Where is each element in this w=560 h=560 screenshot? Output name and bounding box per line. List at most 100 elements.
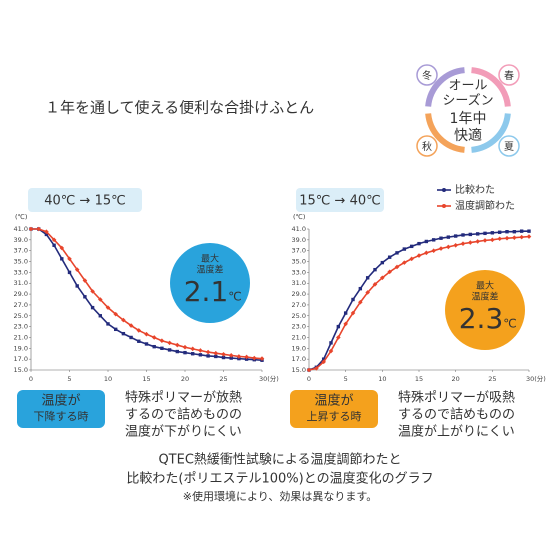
point bbox=[236, 354, 242, 359]
point bbox=[380, 275, 385, 281]
point bbox=[144, 331, 149, 337]
point bbox=[128, 323, 134, 328]
badge-ring bbox=[471, 113, 511, 153]
max-diff-label: 温度差 bbox=[471, 291, 498, 303]
max-diff-label: 温度差 bbox=[196, 264, 223, 276]
point bbox=[343, 311, 348, 315]
season-dot bbox=[416, 135, 438, 157]
x-tick-label: 0 bbox=[307, 375, 311, 383]
point bbox=[113, 311, 118, 317]
point bbox=[350, 310, 356, 316]
point bbox=[160, 346, 164, 351]
point bbox=[439, 236, 443, 240]
y-tick-label: 37.0 bbox=[14, 247, 28, 255]
point bbox=[497, 236, 502, 242]
max-diff-unit: ℃ bbox=[228, 290, 241, 304]
point bbox=[190, 346, 195, 352]
point bbox=[214, 354, 218, 359]
point bbox=[44, 229, 49, 235]
point bbox=[67, 270, 72, 275]
point bbox=[159, 338, 165, 344]
point bbox=[373, 267, 377, 272]
caption-box bbox=[290, 390, 378, 428]
badge-text: オール bbox=[448, 79, 487, 94]
caption-box-text: 上昇する時 bbox=[307, 410, 362, 423]
point bbox=[446, 235, 451, 239]
point bbox=[365, 276, 370, 280]
point bbox=[387, 255, 392, 259]
point bbox=[438, 246, 444, 251]
y-tick-label: 15.0 bbox=[292, 366, 306, 374]
caption-box bbox=[17, 390, 105, 428]
point bbox=[121, 331, 126, 336]
point bbox=[424, 239, 429, 244]
point bbox=[167, 340, 172, 346]
point bbox=[512, 235, 517, 240]
point bbox=[372, 282, 378, 287]
point bbox=[52, 243, 56, 247]
y-tick-label: 19.0 bbox=[292, 344, 306, 352]
point bbox=[259, 356, 265, 361]
point bbox=[460, 241, 466, 246]
point bbox=[182, 344, 188, 350]
y-tick-label: 37.0 bbox=[292, 247, 306, 255]
caption: 特殊ポリマーが吸熱 bbox=[398, 391, 515, 406]
point bbox=[105, 305, 111, 310]
caption-box-text: 下降する時 bbox=[34, 409, 89, 423]
point bbox=[468, 240, 473, 245]
point bbox=[519, 234, 524, 240]
caption: するので詰めものの bbox=[398, 407, 515, 423]
point bbox=[351, 297, 355, 302]
y-tick-label: 25.0 bbox=[292, 312, 306, 320]
caption-box-text: 温度が bbox=[41, 393, 80, 409]
max-diff-value: 2.1 bbox=[184, 275, 229, 308]
point bbox=[358, 286, 363, 291]
point bbox=[129, 335, 133, 340]
point bbox=[82, 278, 88, 283]
max-diff-unit: ℃ bbox=[503, 317, 516, 331]
point bbox=[121, 317, 126, 323]
badge-ring bbox=[425, 113, 465, 153]
point bbox=[67, 256, 72, 262]
point bbox=[328, 348, 334, 354]
point bbox=[59, 245, 65, 251]
season-label: 秋 bbox=[422, 140, 432, 153]
y-tick-label: 35.0 bbox=[292, 258, 306, 266]
point bbox=[152, 344, 156, 349]
x-tick-label: 5 bbox=[344, 375, 348, 383]
point bbox=[244, 354, 249, 360]
badge-ring bbox=[425, 67, 465, 107]
condition: 15℃ → 40℃ bbox=[299, 194, 380, 209]
y-tick-label: 41.0 bbox=[14, 225, 28, 233]
point bbox=[90, 305, 95, 310]
caption: 温度が下がりにくい bbox=[125, 424, 242, 440]
x-tick-label: 30(分) bbox=[259, 374, 279, 383]
y-tick-label: 41.0 bbox=[292, 225, 306, 233]
point bbox=[175, 342, 180, 348]
point bbox=[51, 237, 57, 243]
point bbox=[44, 232, 49, 237]
point bbox=[490, 231, 495, 235]
y-tick-label: 29.0 bbox=[14, 290, 28, 298]
point bbox=[453, 234, 458, 238]
condition-box bbox=[28, 188, 142, 212]
y-tick-label: 15.0 bbox=[14, 366, 28, 374]
point bbox=[453, 242, 458, 248]
point bbox=[482, 238, 488, 243]
point bbox=[490, 237, 495, 243]
y-tick-label: 25.0 bbox=[14, 312, 28, 320]
point bbox=[198, 348, 203, 353]
point bbox=[90, 289, 95, 294]
y-tick-label: 23.0 bbox=[292, 323, 306, 331]
point bbox=[229, 356, 233, 360]
y-tick-label: 35.0 bbox=[14, 258, 28, 266]
point bbox=[336, 324, 341, 329]
season-dot bbox=[416, 64, 438, 86]
point bbox=[527, 229, 531, 233]
point bbox=[213, 350, 219, 356]
point bbox=[468, 232, 473, 237]
y-tick-label: 21.0 bbox=[14, 333, 28, 341]
badge-text: 快適 bbox=[454, 127, 482, 144]
x-tick-label: 30(分) bbox=[526, 374, 546, 383]
point bbox=[314, 366, 319, 371]
